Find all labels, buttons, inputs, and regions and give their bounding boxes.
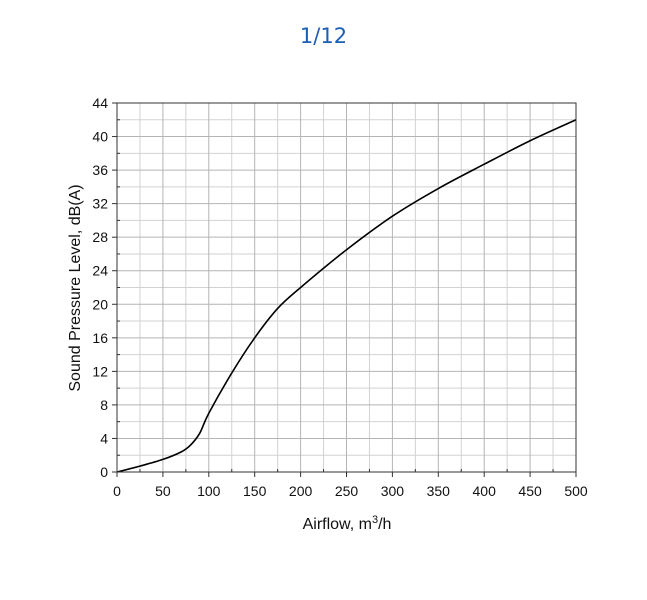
y-tick-label: 0 [100,464,108,480]
x-tick-labels: 0 50 100 150 200 250 300 350 400 450 500 [113,483,588,499]
y-axis-label: Sound Pressure Level, dB(A) [67,184,84,391]
y-tick-label: 16 [92,330,108,346]
y-tick-label: 28 [92,229,108,245]
x-tick-label: 0 [113,483,121,499]
y-tick-label: 40 [92,129,108,145]
image-counter: 1/12 [299,24,348,48]
x-tick-label: 300 [381,483,405,499]
x-tick-label: 150 [243,483,267,499]
y-tick-label: 8 [100,397,108,413]
series-group [116,119,577,473]
y-tick-label: 24 [92,263,108,279]
y-tick-label: 32 [92,196,108,212]
x-tick-label: 50 [155,483,171,499]
axis-ticks [112,102,577,477]
x-axis-label: Airflow, m3/h [303,514,392,533]
y-tick-label: 20 [92,296,108,312]
x-tick-label: 200 [289,483,313,499]
x-tick-label: 400 [473,483,497,499]
x-tick-label: 500 [564,483,588,499]
x-tick-label: 100 [197,483,221,499]
y-tick-label: 4 [100,430,108,446]
y-tick-label: 12 [92,363,108,379]
y-tick-label: 44 [92,95,108,111]
series-line [116,119,577,473]
x-tick-label: 350 [427,483,451,499]
plot-frame [116,102,577,473]
y-tick-label: 36 [92,162,108,178]
y-tick-labels: 0 4 8 12 16 20 24 28 32 36 40 44 [92,95,108,480]
x-tick-label: 450 [518,483,542,499]
x-tick-label: 250 [335,483,359,499]
